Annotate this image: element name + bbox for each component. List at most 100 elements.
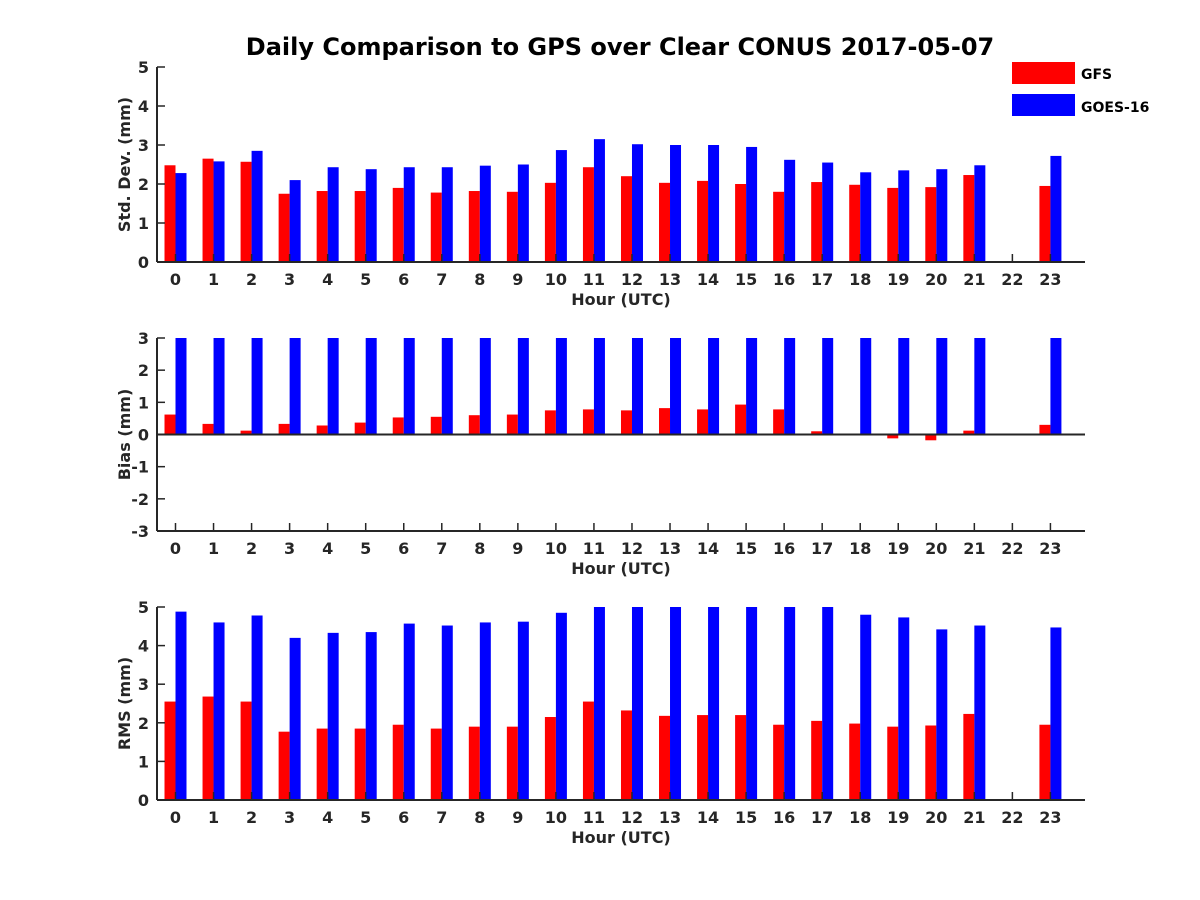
- bias-bar-gfs-9: [506, 414, 518, 435]
- stddev-bar-goes16-16: [784, 159, 796, 262]
- bias-x-tick-label: 11: [583, 539, 605, 558]
- rms-y-tick-label: 0: [138, 791, 149, 810]
- bias-x-tick-label: 21: [963, 539, 985, 558]
- bias-bar-goes16-16: [784, 338, 796, 435]
- rms-x-tick-label: 14: [697, 808, 719, 827]
- bias-bar-gfs-10: [544, 410, 556, 435]
- stddev-y-axis-label: Std. Dev. (mm): [115, 97, 134, 232]
- bias-x-tick-label: 4: [322, 539, 333, 558]
- stddev-bar-gfs-4: [316, 191, 328, 262]
- stddev-y-tick-label: 0: [138, 253, 149, 272]
- rms-x-axis-label: Hour (UTC): [571, 828, 671, 847]
- bias-bar-goes16-12: [631, 338, 643, 435]
- rms-bar-gfs-6: [392, 724, 404, 800]
- stddev-x-tick-label: 5: [360, 270, 371, 289]
- bias-x-tick-label: 7: [436, 539, 447, 558]
- stddev-y-tick-label: 5: [138, 58, 149, 77]
- stddev-bar-gfs-2: [240, 161, 252, 262]
- bias-bar-goes16-10: [555, 338, 567, 435]
- rms-bar-goes16-14: [708, 607, 720, 800]
- rms-bar-goes16-23: [1050, 627, 1062, 800]
- bias-bar-gfs-13: [659, 408, 671, 435]
- stddev-bar-gfs-20: [925, 187, 937, 262]
- stddev-bar-gfs-7: [430, 192, 442, 262]
- rms-x-tick-label: 6: [398, 808, 409, 827]
- rms-bar-goes16-16: [784, 607, 796, 800]
- rms-bar-gfs-14: [697, 715, 709, 800]
- stddev-bar-goes16-9: [517, 164, 529, 262]
- rms-bar-goes16-21: [974, 625, 986, 800]
- bias-y-axis-label: Bias (mm): [115, 389, 134, 481]
- stddev-bar-goes16-11: [593, 139, 605, 262]
- stddev-y-tick-label: 1: [138, 214, 149, 233]
- rms-x-tick-label: 10: [545, 808, 567, 827]
- bias-bar-goes16-1: [213, 338, 225, 435]
- rms-bar-gfs-12: [620, 710, 632, 800]
- stddev-y-tick-label: 4: [138, 97, 149, 116]
- rms-x-tick-label: 13: [659, 808, 681, 827]
- stddev-x-tick-label: 21: [963, 270, 985, 289]
- rms-x-tick-label: 21: [963, 808, 985, 827]
- bias-bar-goes16-17: [822, 338, 834, 435]
- stddev-bar-goes16-10: [555, 150, 567, 262]
- rms-x-tick-label: 9: [512, 808, 523, 827]
- bias-y-tick-label: -1: [131, 458, 149, 477]
- bias-bar-goes16-23: [1050, 338, 1062, 435]
- rms-bar-gfs-3: [278, 731, 290, 800]
- stddev-bar-goes16-13: [670, 145, 682, 262]
- bias-bar-gfs-20: [925, 434, 937, 441]
- stddev-bar-gfs-5: [354, 191, 366, 262]
- rms-bar-goes16-6: [403, 623, 415, 800]
- stddev-x-tick-label: 11: [583, 270, 605, 289]
- chart-title: Daily Comparison to GPS over Clear CONUS…: [246, 33, 994, 61]
- rms-bar-gfs-18: [849, 723, 861, 800]
- bias-x-tick-label: 14: [697, 539, 719, 558]
- bias-x-tick-label: 17: [811, 539, 833, 558]
- rms-bar-gfs-21: [963, 713, 975, 800]
- bias-bar-gfs-11: [582, 409, 594, 435]
- bias-y-tick-label: -3: [131, 522, 149, 541]
- rms-bar-goes16-17: [822, 607, 834, 800]
- bias-bar-goes16-20: [936, 338, 948, 435]
- rms-x-tick-label: 18: [849, 808, 871, 827]
- stddev-bar-goes16-12: [631, 144, 643, 262]
- rms-bar-gfs-17: [811, 720, 823, 800]
- stddev-bar-gfs-19: [887, 187, 899, 262]
- bias-y-tick-label: 1: [138, 393, 149, 412]
- rms-bar-goes16-4: [327, 632, 339, 800]
- rms-bar-gfs-1: [202, 696, 214, 800]
- bias-bar-goes16-7: [441, 338, 453, 435]
- stddev-x-tick-label: 17: [811, 270, 833, 289]
- bias-bar-goes16-19: [898, 338, 910, 435]
- rms-y-tick-label: 5: [138, 598, 149, 617]
- rms-bar-gfs-11: [582, 701, 594, 800]
- rms-bar-gfs-0: [164, 701, 176, 800]
- bias-bar-goes16-11: [593, 338, 605, 435]
- stddev-bar-goes16-18: [860, 172, 872, 262]
- rms-x-tick-label: 5: [360, 808, 371, 827]
- bias-x-tick-label: 1: [208, 539, 219, 558]
- stddev-bar-gfs-13: [659, 182, 671, 262]
- rms-y-tick-label: 3: [138, 675, 149, 694]
- stddev-x-tick-label: 16: [773, 270, 795, 289]
- bias-x-tick-label: 2: [246, 539, 257, 558]
- rms-bar-goes16-9: [517, 621, 529, 800]
- stddev-bar-gfs-9: [506, 191, 518, 262]
- bias-x-tick-label: 20: [925, 539, 947, 558]
- rms-x-tick-label: 2: [246, 808, 257, 827]
- stddev-bar-goes16-14: [708, 145, 720, 262]
- bias-y-tick-label: -2: [131, 490, 149, 509]
- stddev-bar-goes16-21: [974, 165, 986, 262]
- rms-x-tick-label: 1: [208, 808, 219, 827]
- rms-bar-gfs-8: [468, 726, 480, 800]
- stddev-x-tick-label: 12: [621, 270, 643, 289]
- stddev-y-tick-label: 2: [138, 175, 149, 194]
- bias-y-tick-label: 0: [138, 426, 149, 445]
- bias-bar-gfs-15: [735, 404, 747, 435]
- bias-bar-gfs-16: [773, 409, 785, 435]
- bias-bar-gfs-12: [620, 410, 632, 435]
- rms-x-tick-label: 23: [1039, 808, 1061, 827]
- rms-x-tick-label: 12: [621, 808, 643, 827]
- bias-y-tick-label: 3: [138, 329, 149, 348]
- bias-x-tick-label: 16: [773, 539, 795, 558]
